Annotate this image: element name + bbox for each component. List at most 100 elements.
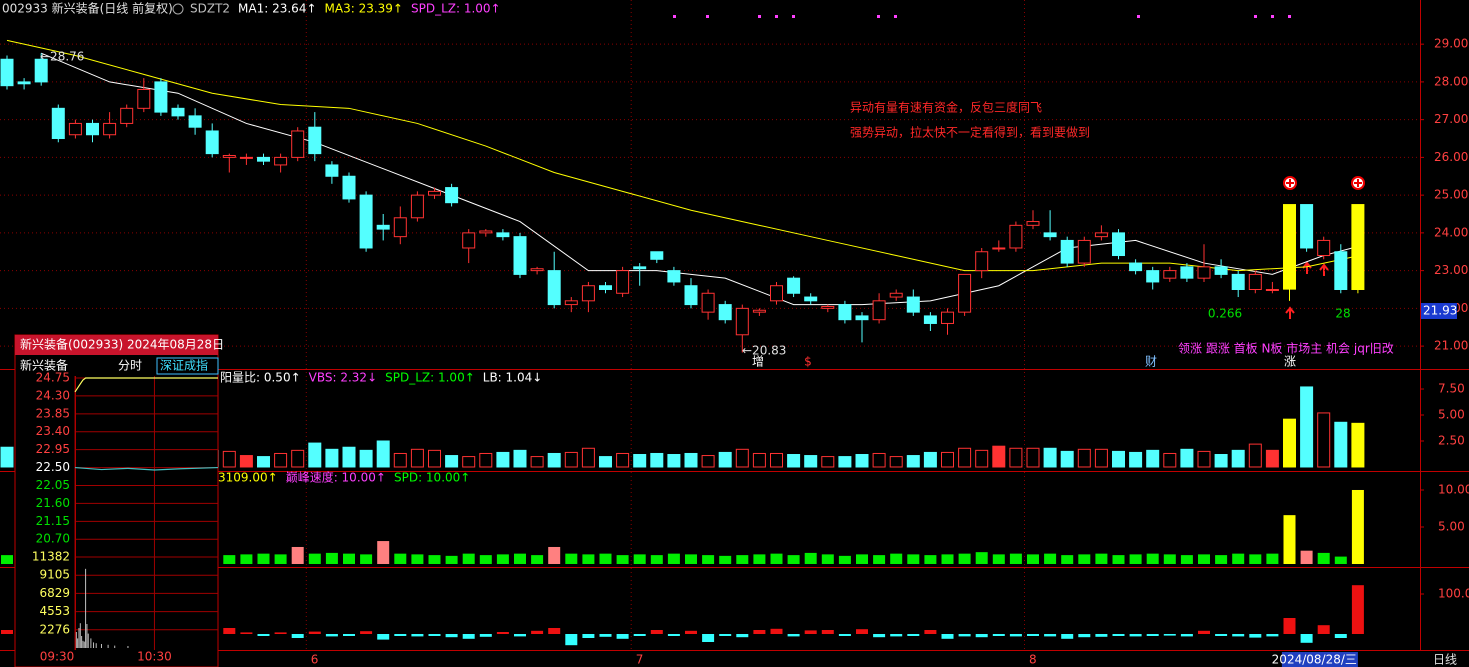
- speed-bar: [650, 555, 663, 565]
- speed-bar: [343, 553, 355, 565]
- signal-dot: [1137, 15, 1140, 18]
- volume-bar: [547, 452, 561, 468]
- candle-body: [1043, 232, 1057, 238]
- speed-bar: [821, 554, 834, 565]
- candle-body: [188, 115, 202, 128]
- speed-bar: [1249, 554, 1262, 565]
- flow-bar: [719, 634, 732, 636]
- candle-body: [222, 155, 236, 158]
- candle-body: [872, 300, 886, 321]
- speed-bar: [360, 554, 373, 565]
- volume-bar: [564, 451, 578, 468]
- note: 异动有量有速有资金，反包三度同飞: [850, 100, 1042, 115]
- candle-body: [633, 266, 647, 270]
- speed-bar: [702, 555, 715, 565]
- speed-bar: [616, 555, 629, 565]
- speed-bar: [274, 554, 287, 565]
- flow-bar: [1061, 634, 1074, 639]
- y-tick-label: 28.00: [1434, 74, 1468, 88]
- candle-body: [513, 236, 527, 275]
- candle-body: [1112, 232, 1125, 257]
- indicator-label: SPD_LZ: 1.00↑: [411, 2, 501, 16]
- volume-bar: [410, 448, 424, 468]
- speed-bar: [907, 554, 920, 565]
- candle-body: [1163, 270, 1177, 279]
- volume-bar: [428, 449, 441, 468]
- high-label: ←28.76: [40, 50, 84, 64]
- speed-bar: [1215, 555, 1228, 565]
- flow-bar: [274, 632, 287, 634]
- speed-bar: [804, 552, 817, 565]
- flow-bar: [1232, 634, 1245, 637]
- settings-button[interactable]: [172, 3, 184, 15]
- speed-bar: [736, 555, 749, 565]
- volume-bar: [376, 440, 390, 468]
- volume-bar: [752, 452, 766, 468]
- volume-bar: [599, 456, 612, 468]
- vol-tick-label: 4553: [39, 604, 70, 618]
- flow-bar: [856, 629, 868, 634]
- tab[interactable]: 分时: [118, 359, 142, 373]
- volume-bar: [872, 452, 886, 468]
- candle-body: [787, 277, 801, 294]
- candle-body: [992, 247, 1006, 250]
- event-marker: $: [804, 355, 812, 369]
- candle-body: [462, 232, 476, 249]
- speed-bar: [291, 546, 304, 565]
- volume-bar: [941, 451, 954, 468]
- speed-bar: [325, 552, 338, 565]
- flow-bar: [1163, 634, 1176, 636]
- speed-bar: [1317, 552, 1330, 565]
- volume-bar: [222, 450, 236, 468]
- volume-bar: [684, 452, 698, 468]
- speed-bar: [924, 555, 937, 565]
- volume-bar: [1317, 412, 1331, 468]
- volume-bar: [1300, 386, 1314, 468]
- vol-tick-label: 9105: [39, 568, 70, 582]
- candle-body: [581, 285, 595, 302]
- flow-bar: [360, 631, 373, 634]
- flow-bar: [428, 634, 441, 636]
- candle-body: [342, 175, 356, 200]
- flow-bar: [1351, 585, 1364, 634]
- volume-bar: [1009, 447, 1023, 468]
- candle-body: [291, 130, 305, 158]
- flow-bar: [941, 634, 954, 639]
- speed-bar: [599, 553, 612, 565]
- speed-bar: [770, 553, 783, 565]
- indicator-label: 巅峰速度: 10.00↑: [286, 470, 386, 485]
- flow-bar: [1, 630, 13, 634]
- volume-bar: [855, 454, 869, 468]
- volume-bar: [325, 448, 339, 468]
- volume-bar: [496, 451, 510, 468]
- candle-body: [1300, 204, 1314, 249]
- volume-bar: [393, 452, 407, 468]
- flow-bar: [924, 630, 937, 634]
- flow-bar: [1095, 634, 1108, 637]
- candle-body: [906, 296, 920, 313]
- candle-body: [479, 230, 493, 234]
- candle-body: [359, 194, 373, 249]
- candle-body: [1248, 273, 1262, 290]
- volume-bar: [1197, 450, 1211, 468]
- volume-bar: [975, 449, 989, 468]
- tab[interactable]: 深证成指: [160, 358, 208, 373]
- speed-bar: [531, 555, 544, 565]
- speed-bar: [890, 553, 903, 565]
- flow-bar: [1334, 634, 1347, 638]
- indicator-label: 3109.00↑: [218, 471, 278, 485]
- price-line: [74, 377, 218, 393]
- speed-bar: [308, 553, 321, 565]
- candle-body: [752, 309, 766, 313]
- volume-bar: [239, 455, 253, 468]
- candle-body: [1009, 224, 1023, 249]
- flow-bar: [291, 634, 304, 638]
- candle-body: [838, 304, 852, 321]
- candle-body: [923, 315, 937, 324]
- tab[interactable]: 新兴装备: [20, 358, 68, 373]
- speed-bar: [856, 554, 868, 565]
- indicator-label: SPD: 10.00↑: [394, 471, 470, 485]
- flow-bar: [1317, 625, 1330, 634]
- candle-body: [308, 126, 322, 155]
- volume-bar: [701, 455, 715, 468]
